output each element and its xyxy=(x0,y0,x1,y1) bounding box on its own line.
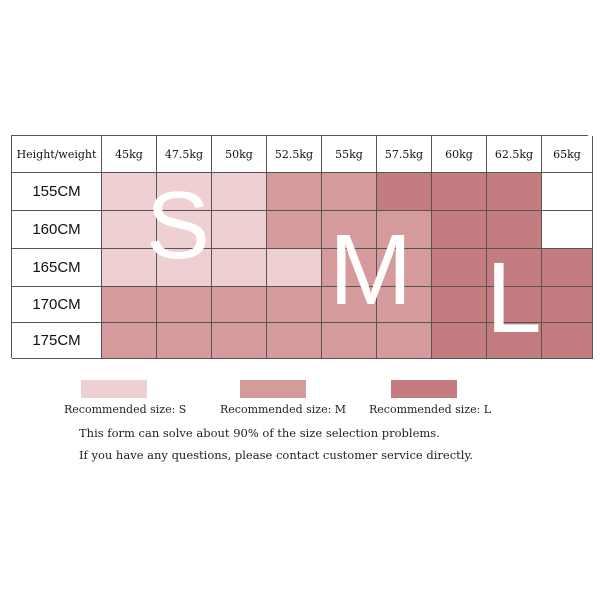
size-letter-s: S xyxy=(146,172,211,279)
legend-label-m: Recommended size: M xyxy=(220,403,347,416)
weight-header: 60kg xyxy=(432,136,487,173)
height-header: 165CM xyxy=(12,249,102,287)
weight-header: 55kg xyxy=(322,136,377,173)
size-cell xyxy=(212,287,267,323)
size-cell xyxy=(487,211,542,249)
weight-header: 52.5kg xyxy=(267,136,322,173)
weight-header: 47.5kg xyxy=(157,136,212,173)
weight-header: 62.5kg xyxy=(487,136,542,173)
size-cell xyxy=(157,211,212,249)
height-header: 170CM xyxy=(12,287,102,323)
size-cell xyxy=(102,249,157,287)
table-corner-header: Height/weight xyxy=(12,136,102,173)
size-cell xyxy=(542,323,593,359)
size-cell xyxy=(432,211,487,249)
size-cell xyxy=(212,211,267,249)
size-cell xyxy=(267,173,322,211)
size-cell xyxy=(267,211,322,249)
size-cell xyxy=(432,173,487,211)
size-cell xyxy=(322,173,377,211)
size-cell xyxy=(432,287,487,323)
size-cell xyxy=(102,287,157,323)
size-cell xyxy=(102,173,157,211)
size-cell xyxy=(157,249,212,287)
size-cell xyxy=(102,211,157,249)
size-cell xyxy=(487,249,542,287)
size-cell xyxy=(322,323,377,359)
size-cell xyxy=(432,249,487,287)
legend-label-l: Recommended size: L xyxy=(369,403,492,416)
size-cell xyxy=(487,323,542,359)
size-cell xyxy=(377,211,432,249)
size-cell xyxy=(157,287,212,323)
legend-swatch-l xyxy=(391,380,457,398)
size-cell xyxy=(487,287,542,323)
size-cell xyxy=(322,249,377,287)
size-cell xyxy=(157,173,212,211)
note-contact: If you have any questions, please contac… xyxy=(79,448,474,462)
legend-swatch-s xyxy=(81,380,147,398)
size-cell xyxy=(542,211,593,249)
size-cell xyxy=(212,249,267,287)
legend-label-s: Recommended size: S xyxy=(64,403,187,416)
size-cell xyxy=(267,249,322,287)
note-coverage: This form can solve about 90% of the siz… xyxy=(79,426,440,440)
weight-header: 65kg xyxy=(542,136,593,173)
weight-header: 45kg xyxy=(102,136,157,173)
size-cell xyxy=(377,249,432,287)
size-cell xyxy=(267,287,322,323)
size-cell xyxy=(267,323,322,359)
size-letter-l: L xyxy=(486,242,542,354)
size-cell xyxy=(377,287,432,323)
size-cell xyxy=(157,323,212,359)
size-chart-table: Height/weight 45kg 47.5kg 50kg 52.5kg 55kg 57.… xyxy=(11,135,593,359)
height-header: 155CM xyxy=(12,173,102,211)
size-cell xyxy=(487,173,542,211)
size-cell xyxy=(542,249,593,287)
size-cell xyxy=(212,323,267,359)
size-cell xyxy=(542,287,593,323)
weight-header: 57.5kg xyxy=(377,136,432,173)
size-cell xyxy=(322,287,377,323)
size-cell xyxy=(212,173,267,211)
size-letter-m: M xyxy=(329,214,413,326)
height-header: 175CM xyxy=(12,323,102,359)
size-cell xyxy=(377,323,432,359)
size-cell xyxy=(322,211,377,249)
size-cell xyxy=(432,323,487,359)
height-header: 160CM xyxy=(12,211,102,249)
legend-swatch-m xyxy=(240,380,306,398)
size-cell xyxy=(377,173,432,211)
size-cell xyxy=(542,173,593,211)
size-cell xyxy=(102,323,157,359)
weight-header: 50kg xyxy=(212,136,267,173)
